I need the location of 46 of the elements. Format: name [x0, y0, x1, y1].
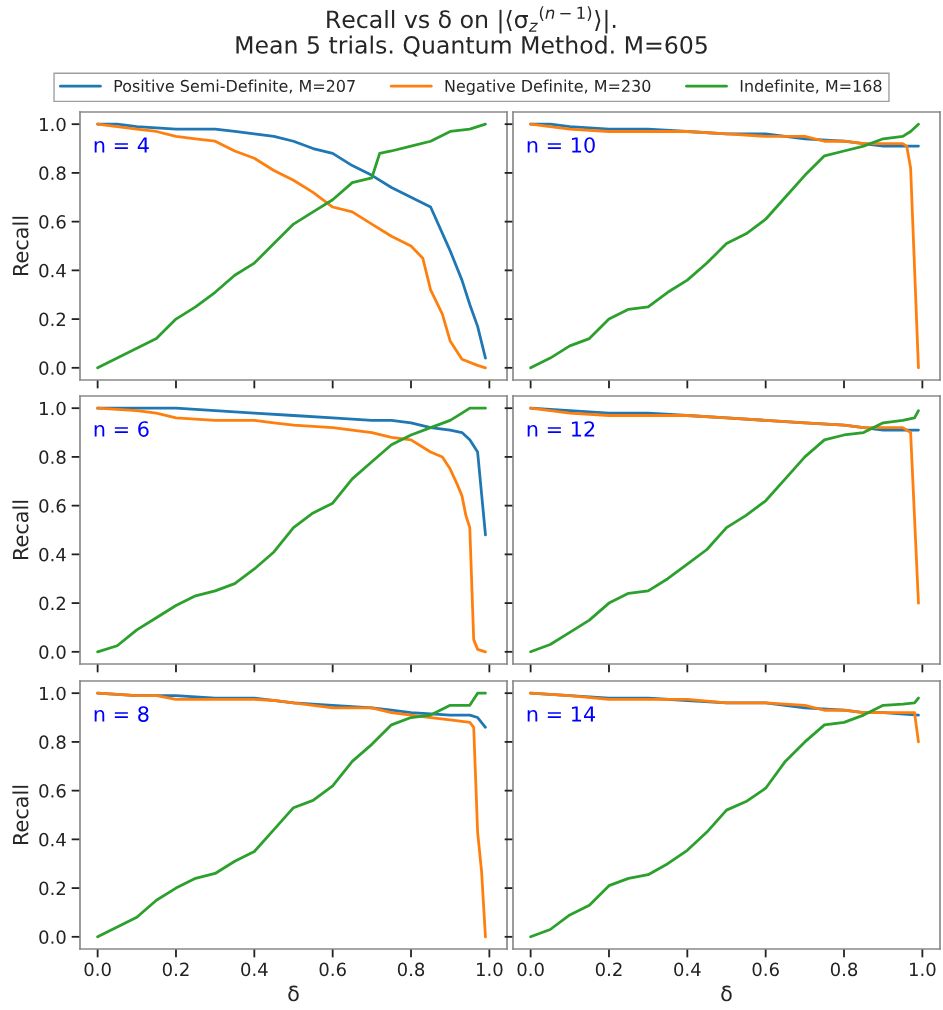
x-tick-label: 0.2	[595, 962, 622, 977]
y-axis-title: Recall	[12, 785, 29, 845]
annotation: n = 4	[94, 137, 149, 153]
x-tick-label: 0.8	[397, 962, 425, 977]
y-tick-label: 0.8	[39, 450, 66, 465]
y-tick-label: 0.6	[39, 215, 66, 229]
y-tick-label: 0.6	[39, 784, 66, 798]
y-axis-title: Recall	[12, 216, 29, 276]
y-tick-label: 0.8	[39, 166, 66, 181]
y-tick-label: 0.4	[39, 263, 66, 278]
legend-label: Positive Semi-Definite, M=207	[114, 79, 355, 94]
legend-label: Negative Definite, M=230	[445, 79, 651, 96]
y-tick-label: 1.0	[40, 686, 66, 701]
annotation: n = 14	[527, 706, 596, 722]
x-tick-label: 0.6	[752, 962, 779, 977]
annotation: n = 10	[527, 137, 595, 153]
x-tick-label: 0.6	[319, 962, 346, 977]
chart-subtitle: Mean 5 trials. Quantum Method. M=605	[236, 35, 707, 57]
y-axis-title: Recall	[12, 500, 29, 560]
x-tick-label: 0.4	[241, 962, 268, 977]
y-tick-label: 0.0	[39, 645, 66, 659]
y-tick-label: 0.2	[39, 312, 65, 327]
y-tick-label: 0.2	[39, 596, 65, 611]
y-tick-label: 0.8	[39, 735, 66, 750]
x-tick-label: 0.0	[517, 962, 544, 977]
annotation: n = 8	[94, 706, 149, 722]
x-axis-title: δ	[721, 985, 732, 1002]
y-tick-label: 0.4	[39, 832, 66, 847]
x-tick-label: 1.0	[477, 962, 503, 977]
x-tick-label: 0.4	[674, 962, 701, 977]
y-tick-label: 0.6	[39, 499, 66, 513]
legend-label: Indefinite, M=168	[740, 79, 882, 94]
chart-title: Recall vs δ on |⟨σ$_{z}$$^{(n−1)}$⟩|.	[327, 6, 616, 34]
x-tick-label: 0.8	[830, 962, 858, 977]
annotation: n = 12	[527, 421, 595, 437]
y-tick-label: 1.0	[40, 117, 66, 132]
annotation: n = 6	[94, 421, 149, 437]
y-tick-label: 0.2	[39, 881, 65, 896]
y-tick-label: 0.0	[39, 930, 66, 944]
y-tick-label: 0.4	[39, 547, 66, 562]
x-tick-label: 0.2	[162, 962, 189, 977]
y-tick-label: 0.0	[39, 361, 66, 375]
x-axis-title: δ	[288, 985, 299, 1002]
x-tick-label: 1.0	[910, 962, 936, 977]
x-tick-label: 0.0	[84, 962, 111, 977]
y-tick-label: 1.0	[40, 401, 66, 416]
